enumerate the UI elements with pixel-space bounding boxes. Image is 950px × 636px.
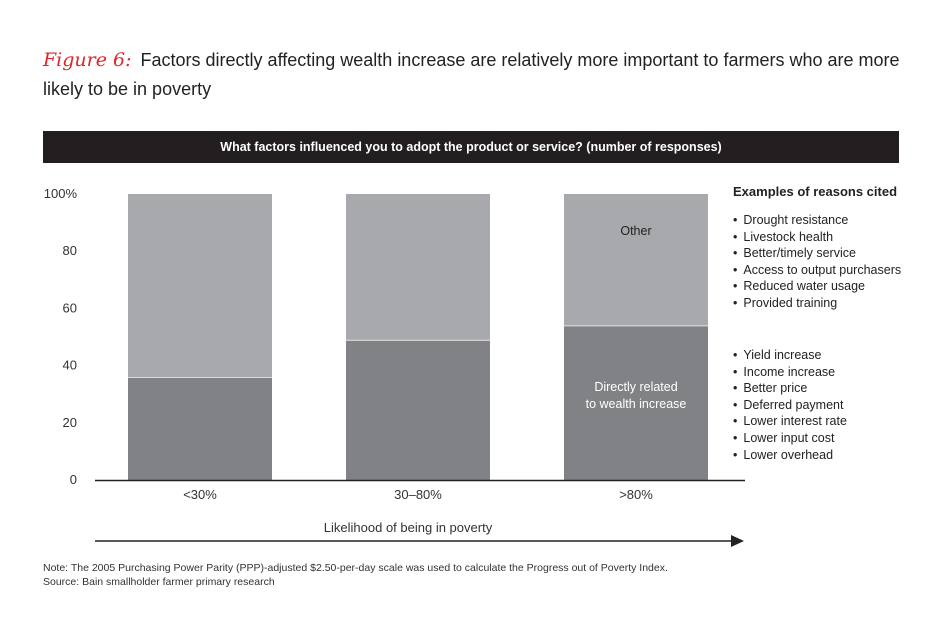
reasons-title: Examples of reasons cited (733, 184, 898, 199)
wealth-reasons-list: Yield increaseIncome increaseBetter pric… (733, 347, 847, 463)
chart-banner: What factors influenced you to adopt the… (43, 131, 899, 163)
reason-item: Lower overhead (733, 447, 847, 464)
x-category-label: <30% (183, 487, 217, 502)
figure-title-text: Factors directly affecting wealth increa… (43, 50, 900, 99)
y-tick-label: 0 (70, 472, 77, 487)
y-tick-label: 20 (63, 415, 77, 430)
bar-segment-wealth (564, 325, 708, 480)
reason-item: Income increase (733, 364, 847, 381)
segment-label-wealth: Directly related (594, 380, 677, 394)
reason-item: Access to output purchasers (733, 262, 901, 279)
figure-label: Figure 6: (43, 49, 132, 71)
reason-item: Yield increase (733, 347, 847, 364)
reason-item: Livestock health (733, 229, 901, 246)
bar-segment-other (564, 194, 708, 326)
bar-segment-other (346, 194, 490, 340)
bar-segment-other (128, 194, 272, 378)
segment-label-other: Other (620, 224, 651, 238)
y-tick-label: 80 (63, 243, 77, 258)
reason-item: Reduced water usage (733, 278, 901, 295)
y-tick-label: 100% (44, 186, 78, 201)
other-reasons-list: Drought resistanceLivestock healthBetter… (733, 212, 901, 312)
source-text: Source: Bain smallholder farmer primary … (43, 576, 275, 588)
x-category-label: >80% (619, 487, 653, 502)
reason-item: Better price (733, 380, 847, 397)
bar-segment-wealth (128, 377, 272, 480)
reason-item: Lower interest rate (733, 413, 847, 430)
reason-item: Drought resistance (733, 212, 901, 229)
reason-item: Deferred payment (733, 397, 847, 414)
reason-item: Better/timely service (733, 245, 901, 262)
footnote: Note: The 2005 Purchasing Power Parity (… (43, 561, 668, 589)
bar-segment-wealth (346, 339, 490, 480)
segment-label-wealth: to wealth increase (586, 397, 687, 411)
figure-title: Figure 6: Factors directly affecting wea… (43, 46, 923, 104)
y-tick-label: 60 (63, 300, 77, 315)
y-tick-label: 40 (63, 358, 77, 373)
arrow-head-icon (731, 535, 744, 547)
reason-item: Provided training (733, 295, 901, 312)
note-text: Note: The 2005 Purchasing Power Parity (… (43, 562, 668, 574)
x-category-label: 30–80% (394, 487, 442, 502)
reason-item: Lower input cost (733, 430, 847, 447)
x-axis-label: Likelihood of being in poverty (324, 520, 493, 535)
